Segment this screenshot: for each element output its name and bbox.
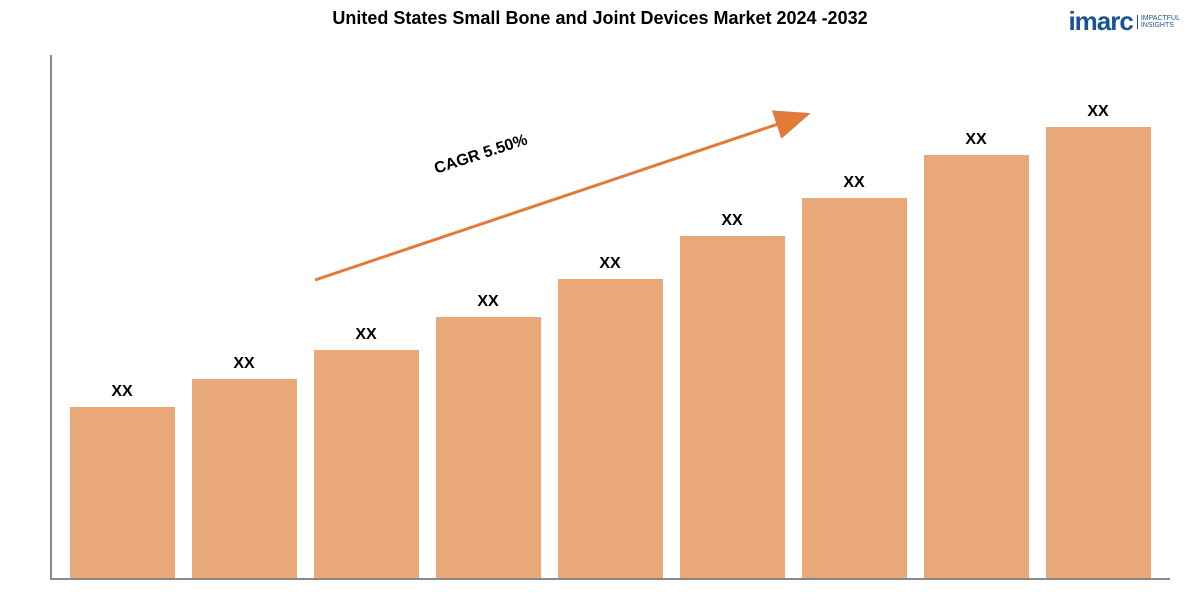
bar-item: XX: [802, 174, 907, 578]
bar-item: XX: [558, 255, 663, 578]
logo-subtext: IMPACTFUL INSIGHTS: [1137, 15, 1180, 29]
bar: [924, 155, 1029, 578]
y-axis: [50, 55, 52, 580]
bar: [436, 317, 541, 578]
bar: [680, 236, 785, 578]
chart-area: XXXXXXXXXXXXXXXXXX CAGR 5.50%: [50, 55, 1170, 580]
bar-value-label: XX: [111, 383, 132, 401]
bar-value-label: XX: [1087, 103, 1108, 121]
bar-value-label: XX: [477, 293, 498, 311]
brand-logo: imarc IMPACTFUL INSIGHTS: [1068, 6, 1180, 37]
bar-item: XX: [192, 355, 297, 579]
bar-item: XX: [1046, 103, 1151, 578]
bar: [192, 379, 297, 579]
bar-value-label: XX: [233, 355, 254, 373]
bar-value-label: XX: [355, 326, 376, 344]
bar: [314, 350, 419, 578]
chart-title: United States Small Bone and Joint Devic…: [0, 8, 1200, 29]
bar-item: XX: [314, 326, 419, 578]
bars-container: XX XX XX XX XX XX XX XX XX: [65, 55, 1155, 578]
bar-value-label: XX: [721, 212, 742, 230]
bar: [70, 407, 175, 578]
bar-item: XX: [680, 212, 785, 578]
bar: [558, 279, 663, 578]
bar-value-label: XX: [965, 131, 986, 149]
logo-text: imarc: [1068, 6, 1132, 37]
bar-item: XX: [70, 383, 175, 578]
x-axis: [50, 578, 1170, 580]
bar-value-label: XX: [599, 255, 620, 273]
bar-item: XX: [924, 131, 1029, 578]
bar-item: XX: [436, 293, 541, 578]
bar-value-label: XX: [843, 174, 864, 192]
bar: [802, 198, 907, 578]
bar: [1046, 127, 1151, 578]
